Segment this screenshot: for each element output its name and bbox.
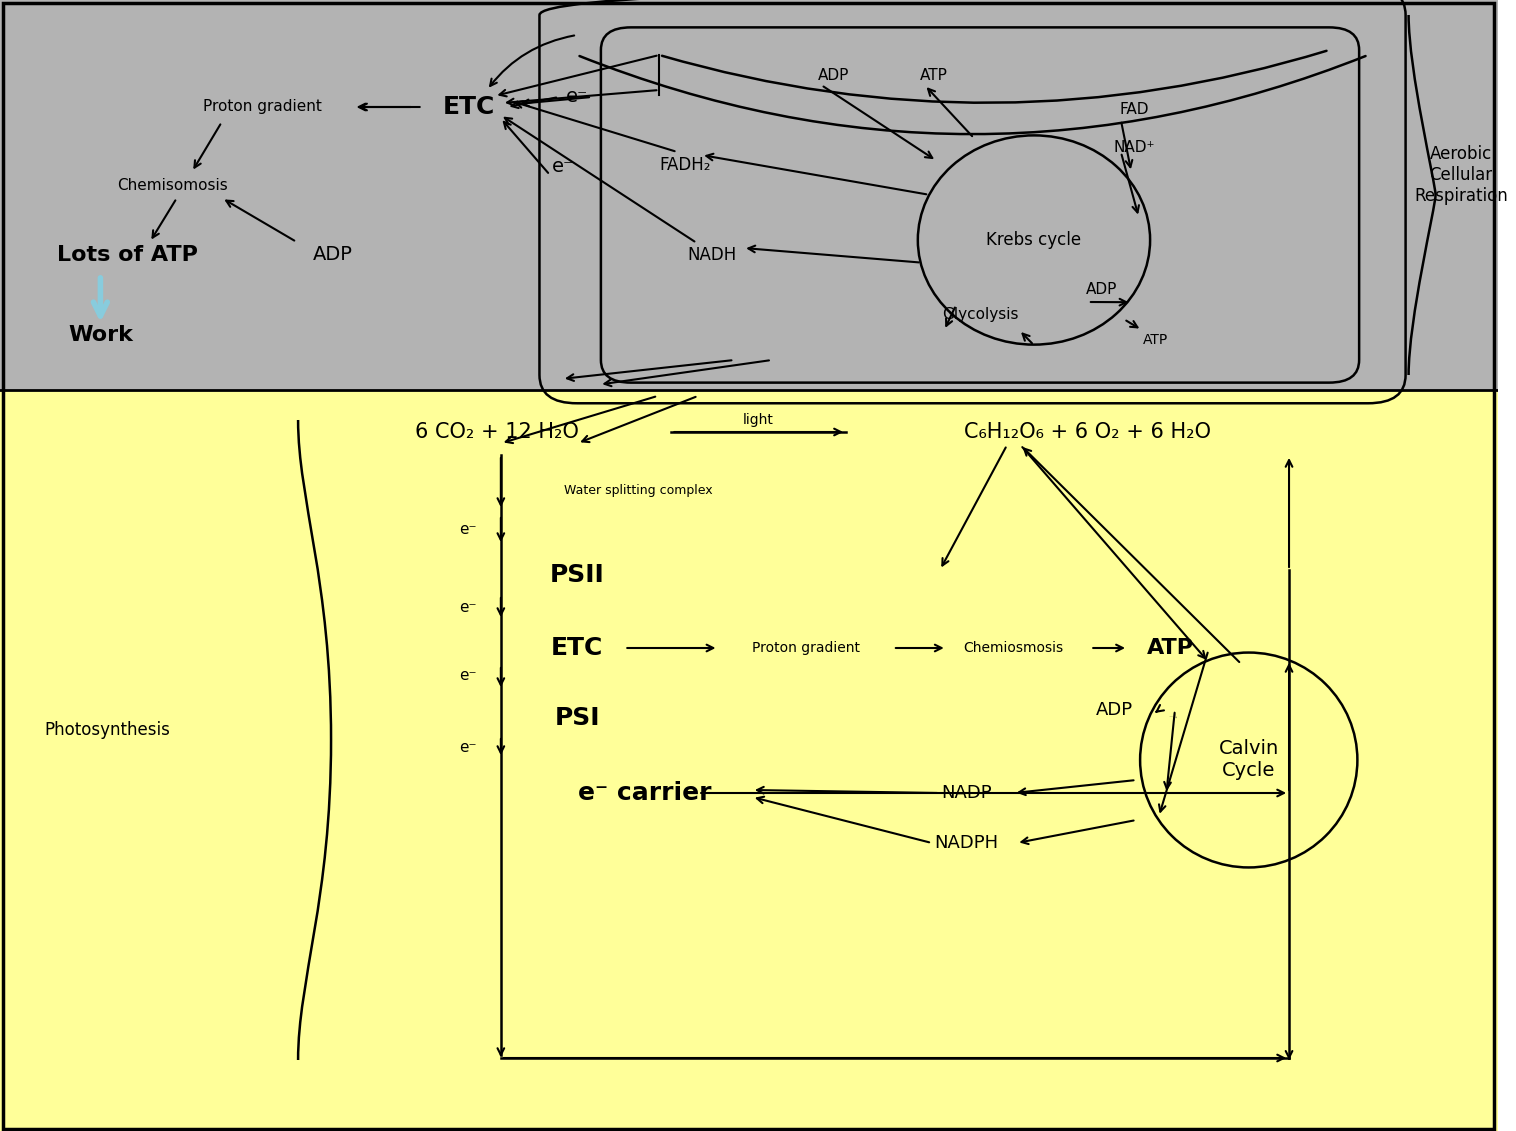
Text: C₆H₁₂O₆ + 6 O₂ + 6 H₂O: C₆H₁₂O₆ + 6 O₂ + 6 H₂O [964,422,1211,442]
Text: NADP: NADP [941,784,991,802]
Text: Water splitting complex: Water splitting complex [564,483,713,497]
Text: ATP: ATP [920,68,948,83]
Text: PSII: PSII [550,563,605,587]
Text: Proton gradient: Proton gradient [203,100,321,114]
Text: Krebs cycle: Krebs cycle [987,231,1081,249]
Text: NADPH: NADPH [935,834,999,852]
Text: ETC: ETC [552,636,603,661]
Text: NADH: NADH [687,247,737,264]
Text: Chemiosmosis: Chemiosmosis [964,641,1064,655]
Text: ADP: ADP [312,245,353,265]
Text: ATP: ATP [1143,333,1167,347]
Text: Lots of ATP: Lots of ATP [58,245,197,265]
Text: Chemisomosis: Chemisomosis [117,178,227,192]
Bar [0,390,1498,1131]
Text: PSI: PSI [555,706,600,729]
Text: FAD: FAD [1120,103,1149,118]
Text: e⁻: e⁻ [552,157,575,176]
Text: e⁻: e⁻ [459,741,476,756]
Text: Aerobic
Cellular
Respiration: Aerobic Cellular Respiration [1414,145,1508,205]
Text: light: light [743,413,775,428]
Text: 6 CO₂ + 12 H₂O: 6 CO₂ + 12 H₂O [415,422,579,442]
Text: NAD⁺: NAD⁺ [1114,140,1155,155]
Text: e⁻ carrier: e⁻ carrier [578,782,711,805]
Text: ATP: ATP [1148,638,1195,658]
Bar [0,0,1498,390]
Text: Glycolysis: Glycolysis [941,308,1019,322]
Text: ADP: ADP [1085,283,1117,297]
Text: Work: Work [68,325,133,345]
Text: Proton gradient: Proton gradient [752,641,860,655]
Text: ADP: ADP [1096,701,1132,719]
Text: e⁻: e⁻ [459,599,476,614]
Text: e⁻: e⁻ [459,668,476,683]
Text: Calvin
Cycle: Calvin Cycle [1219,740,1280,780]
Text: ADP: ADP [817,68,849,83]
Text: Photosynthesis: Photosynthesis [44,720,170,739]
Text: ETC: ETC [443,95,496,119]
Text: FADH₂: FADH₂ [659,156,711,174]
Text: e⁻: e⁻ [459,523,476,537]
Text: e⁻: e⁻ [565,87,588,106]
